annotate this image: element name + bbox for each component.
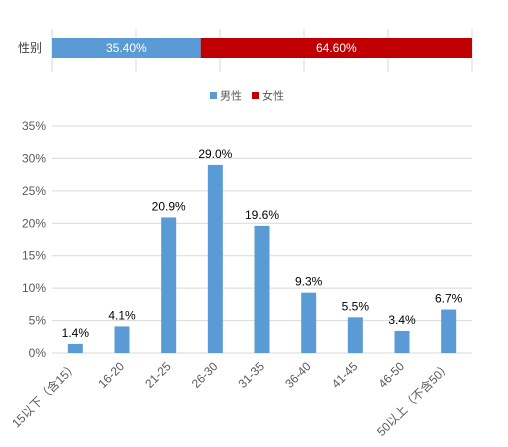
age-bar <box>254 225 270 353</box>
gender-legend: 男性 女性 <box>210 89 284 103</box>
x-tick-label: 46-50 <box>376 359 408 391</box>
age-chart: 0% 5% 10% 15% 20% 25% 30% 35% 1.4% 15以下（含15） 4.1% 1… <box>9 119 472 439</box>
age-bar-data-label: 4.1% <box>108 308 136 322</box>
x-tick-label: 15以下（含15） <box>9 359 81 431</box>
x-tick-label: 16-20 <box>96 359 128 391</box>
age-bar <box>347 317 363 353</box>
y-tick-label: 35% <box>22 119 46 133</box>
legend-label-0: 男性 <box>220 89 242 103</box>
age-bar-data-label: 20.9% <box>152 199 186 213</box>
y-tick-label: 0% <box>29 346 47 360</box>
age-bar <box>161 217 177 353</box>
gender-segment-1 <box>200 38 472 58</box>
x-tick-label: 31-35 <box>236 359 268 391</box>
x-tick-label: 41-45 <box>329 359 361 391</box>
age-bar <box>114 326 130 353</box>
y-tick-label: 5% <box>29 314 47 328</box>
age-bar-data-label: 6.7% <box>435 292 463 306</box>
age-bar <box>441 309 457 353</box>
gender-category-label: 性别 <box>18 41 42 55</box>
y-tick-label: 30% <box>22 151 46 165</box>
x-tick-label: 36-40 <box>282 359 314 391</box>
age-bar-data-label: 9.3% <box>295 275 323 289</box>
legend-swatch-0 <box>210 92 217 99</box>
y-tick-label: 25% <box>22 184 46 198</box>
gender-segment-label-0: 35.40% <box>106 41 147 55</box>
x-tick-label: 21-25 <box>142 359 174 391</box>
age-bar-data-label: 1.4% <box>62 326 90 340</box>
legend-swatch-1 <box>252 92 259 99</box>
gender-segment-0 <box>52 38 201 58</box>
age-bar <box>394 330 410 353</box>
age-bar-data-label: 19.6% <box>245 208 279 222</box>
y-tick-label: 10% <box>22 281 46 295</box>
gender-segment-label-1: 64.60% <box>316 41 357 55</box>
age-bar-data-label: 5.5% <box>342 299 370 313</box>
age-bar <box>207 164 223 353</box>
legend-label-1: 女性 <box>262 89 284 103</box>
x-tick-label: 26-30 <box>189 359 221 391</box>
age-bar-data-label: 3.4% <box>388 313 416 327</box>
age-bar-data-label: 29.0% <box>198 147 232 161</box>
y-tick-label: 15% <box>22 249 46 263</box>
y-tick-label: 20% <box>22 216 46 230</box>
age-bar <box>301 292 317 353</box>
age-bar <box>67 343 83 353</box>
gender-chart: 性别 35.40% 64.60% <box>18 29 473 72</box>
